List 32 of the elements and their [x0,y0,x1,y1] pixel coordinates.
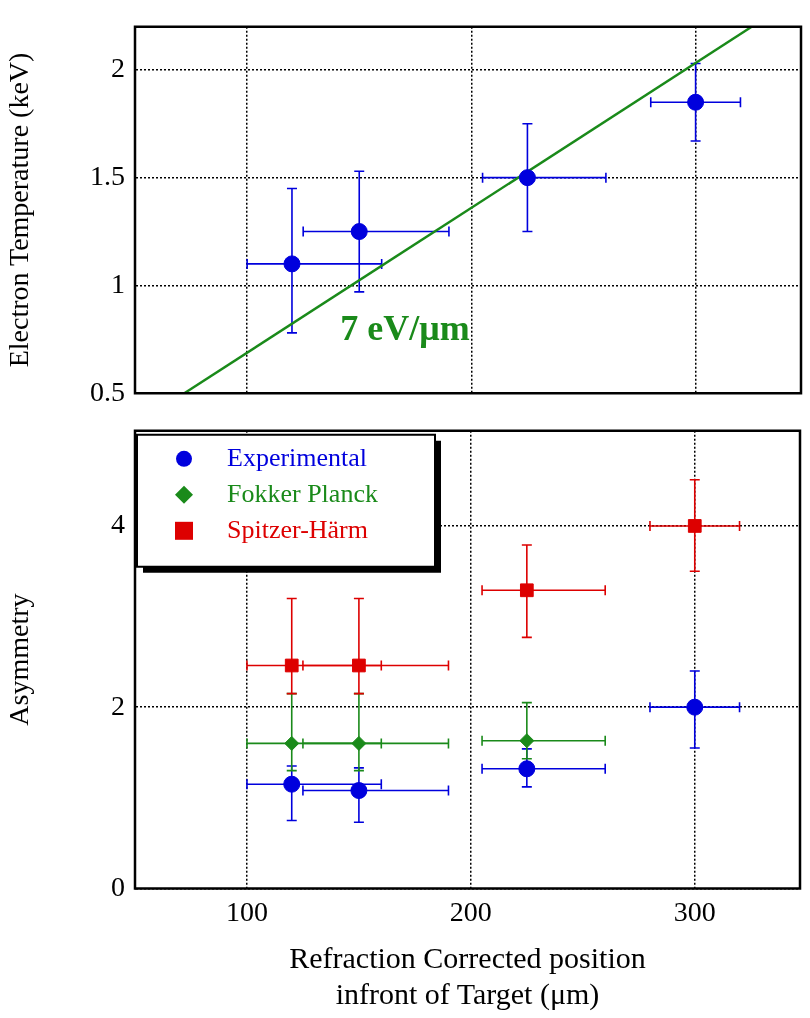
point [284,735,300,751]
y-axis-title: Asymmetry [3,593,35,726]
point [283,255,301,273]
x-tick-label: 100 [225,895,268,927]
point [687,519,702,533]
point [686,698,704,716]
y-tick-label: 0 [111,870,125,902]
point [351,735,367,751]
legend-label: Experimental [227,442,368,472]
point [350,782,368,800]
point [518,760,536,778]
x-tick-label: 300 [673,895,716,927]
point [518,169,536,187]
x-axis-title: Refraction Corrected position infront of Target (μm) [289,940,646,1011]
y-tick-label: 4 [111,508,125,540]
point [350,223,368,241]
point [352,658,366,673]
y-tick-label: 1 [111,267,125,299]
y-tick-label: 2 [111,52,125,84]
point [519,583,534,598]
point [283,775,301,793]
y-tick-label: 2 [111,689,125,721]
point [284,658,299,673]
annotation: 7 eV/μm [340,308,470,349]
x-tick-label: 200 [449,895,492,927]
y-tick-label: 1.5 [90,160,125,192]
legend-label: Spitzer-Härm [227,514,368,544]
y-axis-title: Electron Temperature (keV) [3,52,35,368]
point [687,93,705,111]
legend-label: Fokker Planck [227,478,378,508]
point [519,733,535,749]
y-tick-label: 0.5 [90,375,125,407]
